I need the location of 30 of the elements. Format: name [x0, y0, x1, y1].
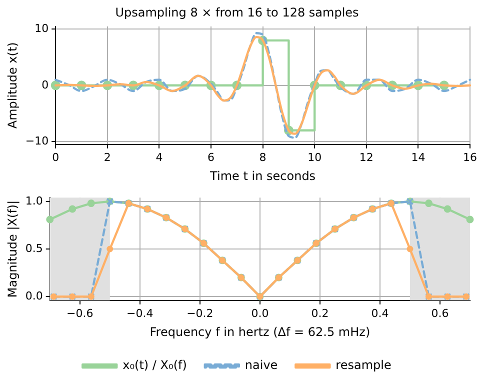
x-axis-title: Frequency f in hertz (Δf = 62.5 mHz) — [150, 324, 370, 339]
x-tick-label: 10 — [308, 150, 322, 164]
x-tick-label: 0.2 — [311, 306, 329, 320]
x-tick-label: 0.4 — [371, 306, 389, 320]
x-tick-label: 6 — [208, 150, 215, 164]
x-tick-label: −0.4 — [126, 306, 154, 320]
legend-label: resample — [336, 358, 392, 372]
x-tick-label: 0.0 — [251, 306, 269, 320]
x-tick-label: −0.2 — [186, 306, 214, 320]
x-tick-label: −0.6 — [66, 306, 94, 320]
y-axis-title: Amplitude x(t) — [5, 42, 20, 129]
legend-label: x₀(t) / X₀(f) — [122, 358, 187, 372]
y-tick-label: 0.5 — [25, 242, 43, 255]
x-tick-label: 2 — [104, 150, 111, 164]
x-tick-label: 14 — [411, 150, 426, 164]
x-tick-label: 16 — [463, 150, 477, 164]
x-tick-label: 4 — [156, 150, 163, 164]
x-tick-label: 0.6 — [431, 306, 449, 320]
legend-label: naive — [244, 358, 278, 372]
y-tick-label: 1.0 — [25, 194, 43, 208]
y-tick-label: 0 — [42, 78, 49, 92]
y-tick-label: 10 — [34, 22, 49, 36]
x-tick-label: 8 — [259, 150, 266, 164]
x-tick-label: 12 — [359, 150, 374, 164]
y-tick-label: 0.0 — [25, 289, 43, 302]
x-axis-title: Time t in seconds — [209, 168, 316, 183]
chart-title: Upsampling 8 × from 16 to 128 samples — [115, 5, 359, 20]
y-tick-label: −10 — [25, 134, 49, 148]
x-tick-label: 0 — [52, 150, 60, 164]
y-axis-title: Magnitude |X(f)| — [5, 200, 20, 298]
